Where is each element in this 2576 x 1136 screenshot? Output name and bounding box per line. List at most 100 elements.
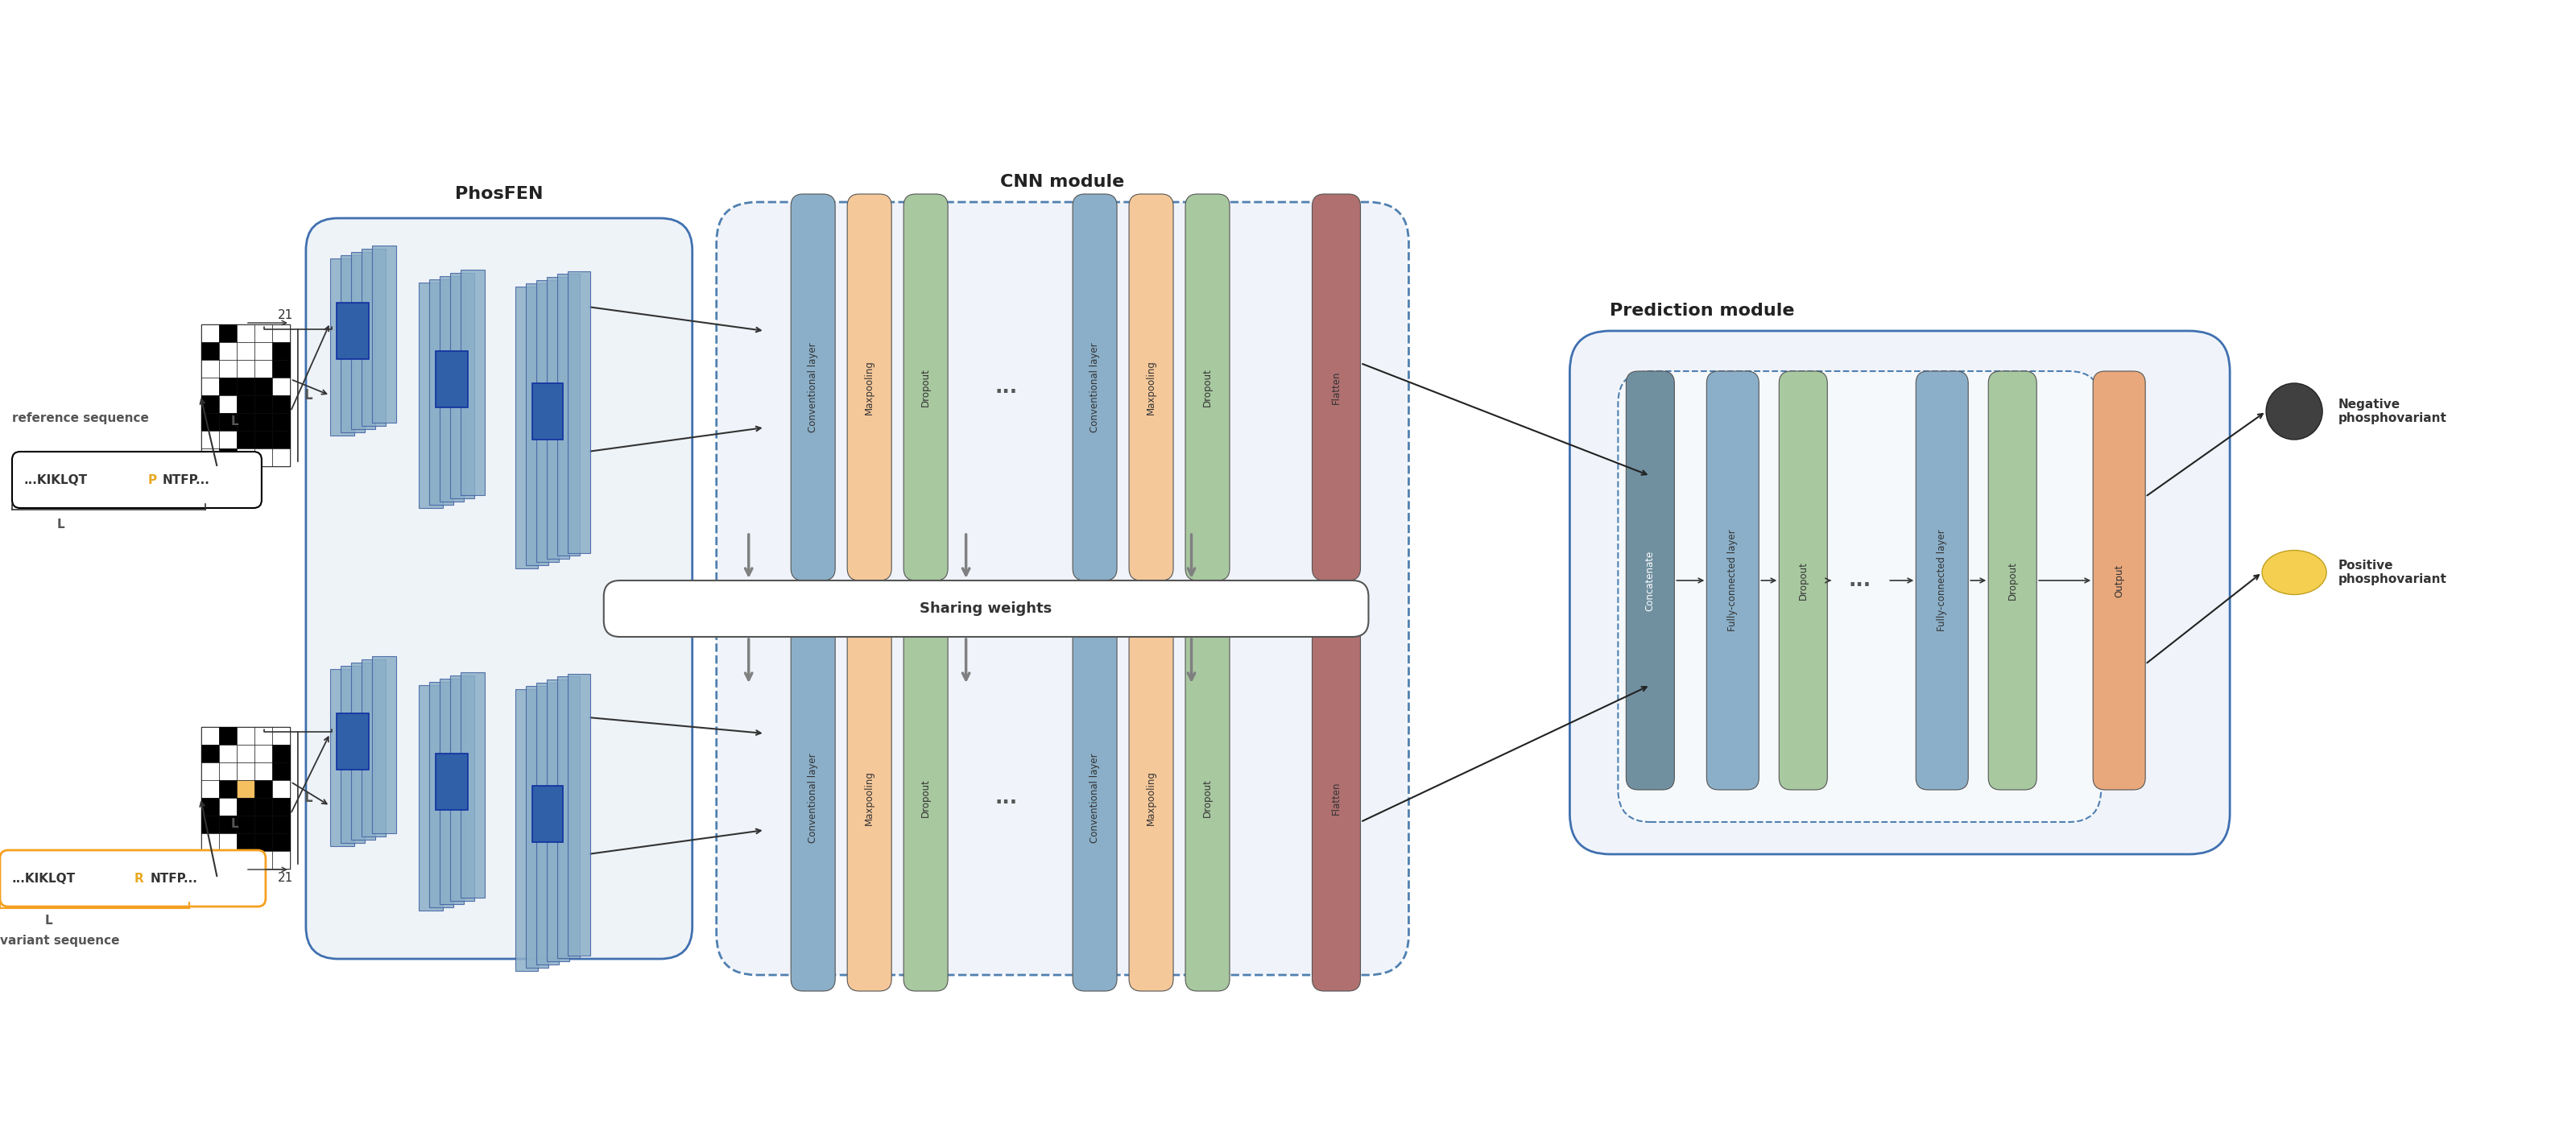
Ellipse shape: [2262, 550, 2326, 594]
Bar: [237, 360, 255, 377]
Text: Maxpooling: Maxpooling: [1146, 360, 1157, 415]
Bar: [201, 325, 289, 466]
Text: Concatenate: Concatenate: [1646, 550, 1656, 611]
Text: ...: ...: [994, 788, 1018, 808]
Text: ...KIKLQT: ...KIKLQT: [23, 474, 88, 486]
Bar: [255, 834, 273, 851]
FancyBboxPatch shape: [1311, 604, 1360, 991]
Bar: [219, 342, 237, 360]
Bar: [237, 414, 255, 431]
Bar: [255, 851, 273, 869]
FancyBboxPatch shape: [1311, 194, 1360, 580]
FancyBboxPatch shape: [1917, 371, 1968, 790]
Bar: [201, 342, 219, 360]
Bar: [350, 252, 376, 429]
FancyBboxPatch shape: [848, 194, 891, 580]
Bar: [237, 797, 255, 816]
Bar: [219, 727, 237, 745]
Text: PhosFEN: PhosFEN: [456, 186, 544, 202]
Bar: [330, 258, 353, 435]
Text: ...KIKLQT: ...KIKLQT: [13, 872, 75, 885]
FancyBboxPatch shape: [1072, 194, 1118, 580]
FancyBboxPatch shape: [904, 194, 948, 580]
Bar: [536, 683, 559, 964]
Bar: [371, 657, 397, 834]
Text: ...: ...: [994, 377, 1018, 396]
Bar: [201, 797, 219, 816]
Bar: [255, 377, 273, 395]
Bar: [237, 431, 255, 449]
Bar: [515, 690, 538, 971]
Text: L: L: [304, 389, 312, 402]
FancyBboxPatch shape: [904, 604, 948, 991]
Text: Dropout: Dropout: [920, 368, 930, 407]
Bar: [237, 745, 255, 762]
Bar: [430, 682, 453, 908]
Text: Flatten: Flatten: [1332, 782, 1342, 815]
Bar: [237, 816, 255, 834]
Bar: [546, 679, 569, 961]
Bar: [255, 360, 273, 377]
Bar: [273, 449, 289, 466]
Bar: [219, 816, 237, 834]
FancyBboxPatch shape: [13, 452, 263, 508]
Bar: [273, 797, 289, 816]
Bar: [337, 713, 368, 770]
Text: P: P: [149, 474, 157, 486]
Bar: [273, 395, 289, 414]
FancyBboxPatch shape: [0, 850, 265, 907]
Text: L: L: [232, 415, 240, 427]
Bar: [440, 679, 464, 904]
Bar: [440, 276, 464, 502]
Bar: [237, 762, 255, 780]
Bar: [533, 786, 562, 842]
Bar: [237, 727, 255, 745]
FancyBboxPatch shape: [1625, 371, 1674, 790]
Bar: [219, 745, 237, 762]
Text: reference sequence: reference sequence: [13, 412, 149, 424]
Text: Dropout: Dropout: [920, 778, 930, 817]
Bar: [430, 279, 453, 504]
Text: Dropout: Dropout: [1203, 368, 1213, 407]
Bar: [201, 325, 219, 342]
Text: L: L: [304, 791, 312, 805]
Text: Sharing weights: Sharing weights: [920, 601, 1051, 616]
Bar: [546, 277, 569, 559]
Bar: [337, 302, 368, 359]
Bar: [201, 780, 219, 797]
Bar: [340, 256, 366, 433]
Bar: [255, 745, 273, 762]
FancyBboxPatch shape: [603, 580, 1368, 637]
Bar: [533, 383, 562, 440]
Text: Flatten: Flatten: [1332, 370, 1342, 404]
Text: Positive
phosphovariant: Positive phosphovariant: [2339, 559, 2447, 585]
Text: ...: ...: [1847, 570, 1870, 590]
Bar: [219, 360, 237, 377]
Bar: [255, 395, 273, 414]
Bar: [201, 431, 219, 449]
Bar: [237, 377, 255, 395]
Text: Fully-connected layer: Fully-connected layer: [1728, 529, 1739, 632]
Bar: [361, 660, 386, 837]
Bar: [237, 395, 255, 414]
Bar: [201, 395, 219, 414]
Bar: [201, 762, 219, 780]
Bar: [219, 431, 237, 449]
Circle shape: [2267, 383, 2324, 440]
Bar: [237, 851, 255, 869]
FancyBboxPatch shape: [1128, 604, 1172, 991]
Text: Dropout: Dropout: [2007, 561, 2017, 600]
Bar: [451, 676, 474, 901]
FancyBboxPatch shape: [1185, 604, 1229, 991]
Bar: [201, 727, 289, 869]
Bar: [219, 851, 237, 869]
Bar: [273, 834, 289, 851]
Bar: [255, 449, 273, 466]
FancyBboxPatch shape: [2092, 371, 2146, 790]
Text: Dropout: Dropout: [1798, 561, 1808, 600]
FancyBboxPatch shape: [1128, 194, 1172, 580]
Text: Negative
phosphovariant: Negative phosphovariant: [2339, 399, 2447, 425]
Bar: [219, 780, 237, 797]
FancyBboxPatch shape: [1569, 331, 2231, 854]
Bar: [237, 449, 255, 466]
